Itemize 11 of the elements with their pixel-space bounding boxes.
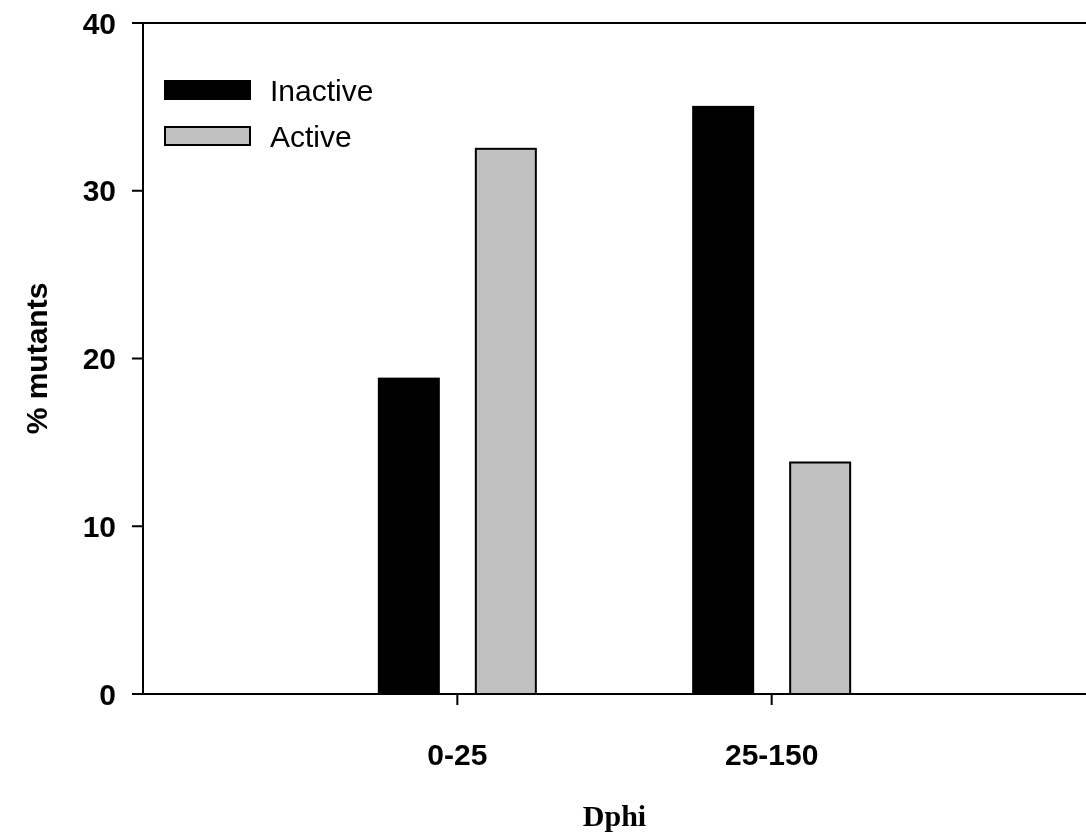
y-axis-title: % mutants xyxy=(19,282,53,435)
legend-label: Inactive xyxy=(270,73,374,107)
y-tick-label: 20 xyxy=(82,342,116,375)
y-tick-label: 30 xyxy=(82,174,116,208)
x-axis-title: Dphi xyxy=(582,798,647,832)
y-tick-label: 40 xyxy=(82,6,116,40)
y-tick-label: 0 xyxy=(99,677,116,711)
y-tick-label: 10 xyxy=(82,509,116,543)
x-tick-label: 0-25 xyxy=(427,737,488,771)
legend-label: Active xyxy=(270,119,352,153)
x-tick-label: 25-150 xyxy=(724,737,819,771)
